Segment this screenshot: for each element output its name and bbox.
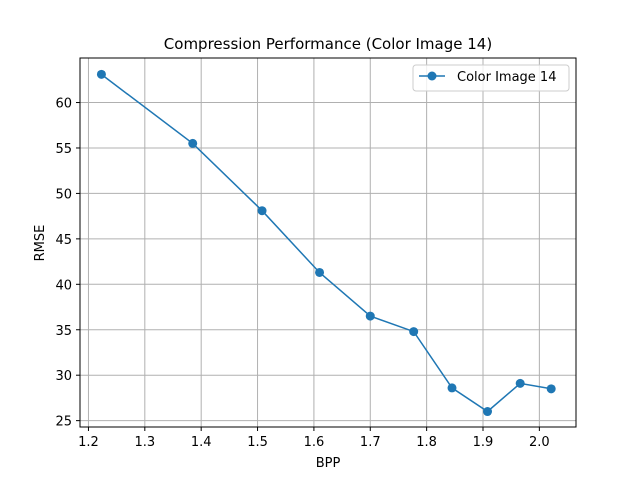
data-point (546, 384, 556, 394)
y-tick-label: 60 (55, 97, 72, 112)
y-tick-label: 35 (55, 324, 72, 339)
x-tick-label: 1.6 (304, 435, 325, 450)
data-point (188, 138, 198, 148)
data-point (96, 69, 106, 79)
y-tick-label: 55 (55, 142, 72, 157)
y-tick-label: 50 (55, 187, 72, 202)
x-tick-label: 1.7 (360, 435, 381, 450)
x-tick-label: 1.3 (134, 435, 155, 450)
plot-frame (79, 57, 577, 428)
series-layer (96, 69, 556, 417)
y-axis-label: RMSE (33, 225, 48, 262)
data-point (257, 206, 267, 216)
y-tick-label: 45 (55, 233, 72, 248)
x-axis-label: BPP (316, 456, 341, 471)
x-tick-label: 1.5 (247, 435, 268, 450)
legend-label: Color Image 14 (457, 70, 556, 85)
data-point (447, 383, 457, 393)
data-point (515, 378, 525, 388)
x-axis: 1.2 1.3 1.4 1.5 1.6 1.7 1.8 1.9 2.0 (78, 427, 550, 450)
legend: Color Image 14 (412, 64, 570, 92)
grid (80, 58, 576, 427)
x-tick-label: 1.8 (416, 435, 437, 450)
data-point (315, 267, 325, 277)
x-tick-label: 1.9 (473, 435, 494, 450)
data-point (365, 311, 375, 321)
y-tick-label: 25 (55, 415, 72, 430)
x-tick-label: 2.0 (529, 435, 550, 450)
data-point (483, 407, 493, 417)
data-point (409, 327, 419, 337)
legend-marker (427, 71, 437, 81)
legend-box (412, 64, 570, 92)
x-tick-label: 1.2 (78, 435, 99, 450)
chart-title: Compression Performance (Color Image 14) (164, 35, 492, 53)
y-tick-label: 30 (55, 369, 72, 384)
x-tick-label: 1.4 (191, 435, 212, 450)
y-axis: 25 30 35 40 45 50 55 60 (55, 97, 80, 430)
y-tick-label: 40 (55, 278, 72, 293)
series-line (100, 73, 552, 413)
